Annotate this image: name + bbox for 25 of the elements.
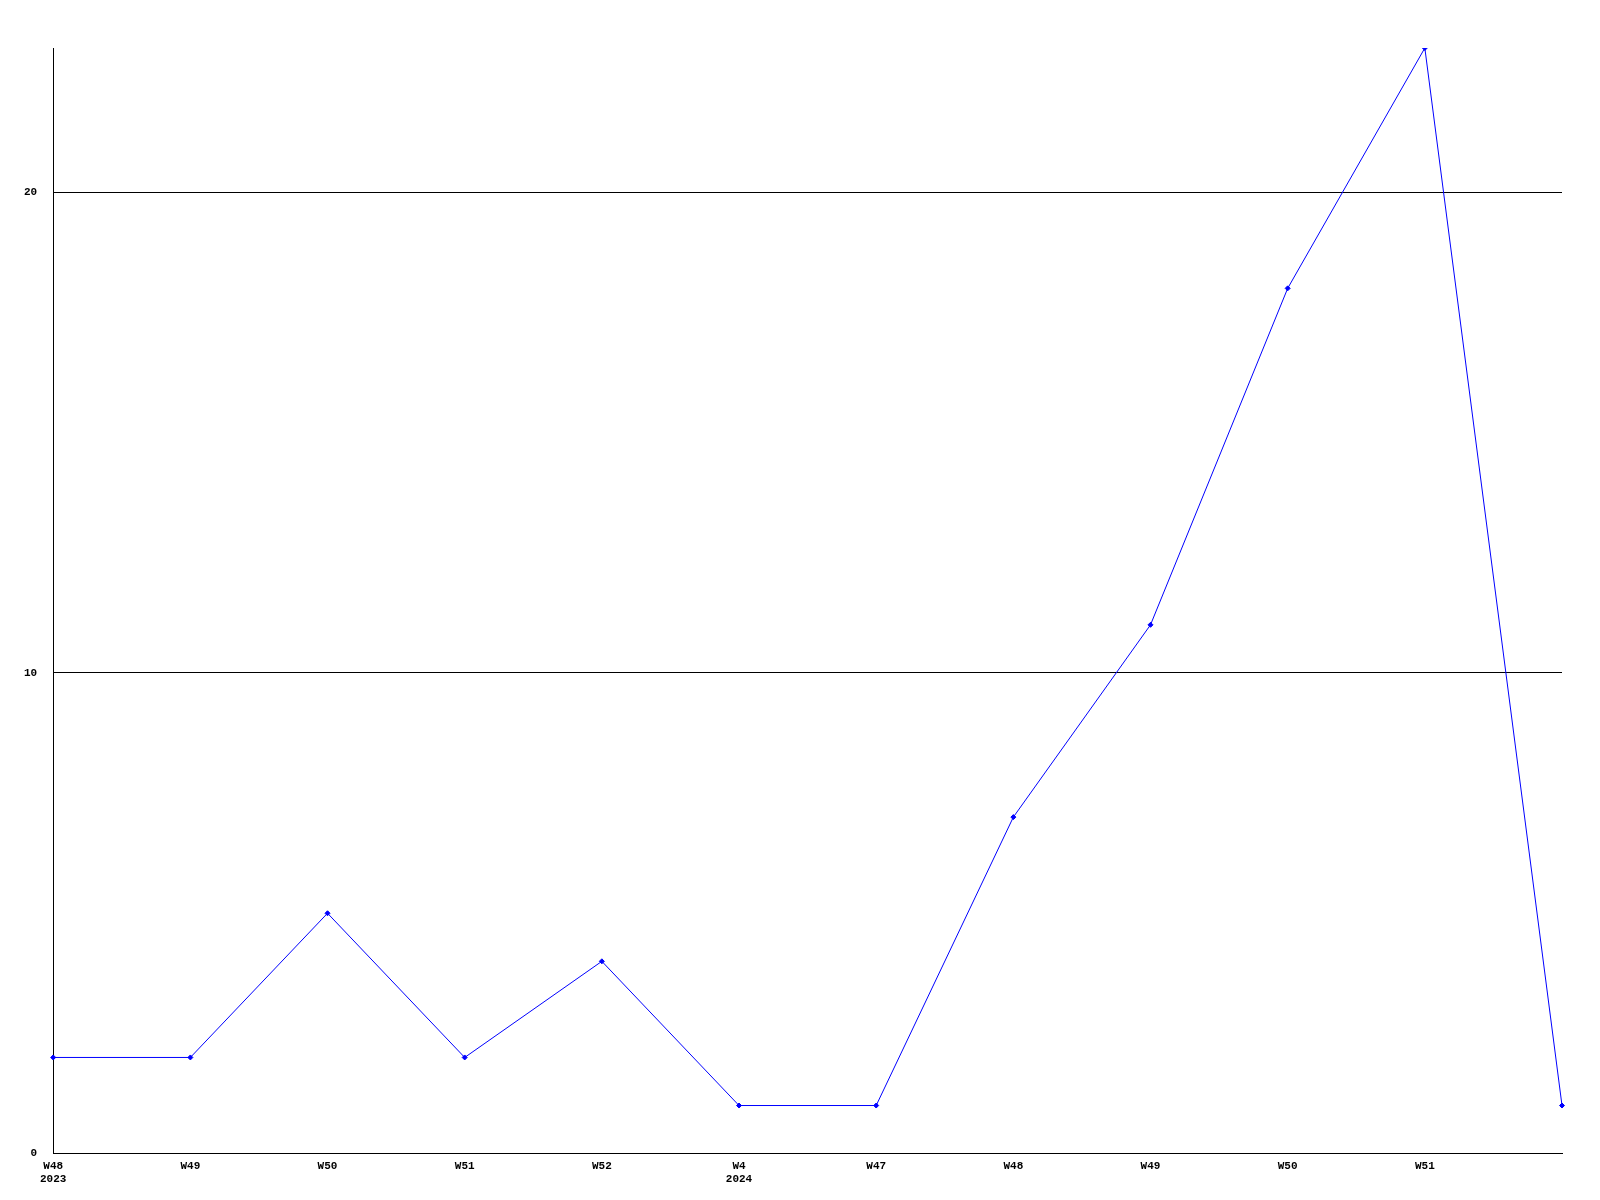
point bbox=[1010, 814, 1017, 821]
x-tick-label: W50 bbox=[317, 1159, 338, 1172]
y-tick-label: 20 bbox=[24, 185, 38, 198]
x-tick-label: W48 2023 bbox=[40, 1159, 67, 1186]
point bbox=[324, 910, 331, 917]
x-tick-label: W47 bbox=[866, 1159, 887, 1172]
x-tick-label: W51 bbox=[454, 1159, 475, 1172]
x-tick-label: W48 bbox=[1003, 1159, 1024, 1172]
y-tick-label: 10 bbox=[24, 666, 38, 679]
x-tick-label: W50 bbox=[1277, 1159, 1298, 1172]
point bbox=[1284, 285, 1291, 292]
x-tick-label: W49 bbox=[1140, 1159, 1161, 1172]
point bbox=[187, 1054, 194, 1061]
point bbox=[873, 1102, 880, 1109]
point bbox=[598, 958, 605, 965]
x-tick-label: W52 bbox=[591, 1159, 612, 1172]
x-tick-label: W4 2024 bbox=[725, 1159, 753, 1186]
point bbox=[736, 1102, 743, 1109]
y-tick-label: 0 bbox=[30, 1147, 38, 1160]
point bbox=[50, 1054, 57, 1061]
point bbox=[1147, 621, 1154, 628]
x-tick-label: W49 bbox=[180, 1159, 201, 1172]
point bbox=[1559, 1102, 1565, 1109]
x-tick-label: W51 bbox=[1414, 1159, 1436, 1172]
point bbox=[461, 1054, 468, 1061]
